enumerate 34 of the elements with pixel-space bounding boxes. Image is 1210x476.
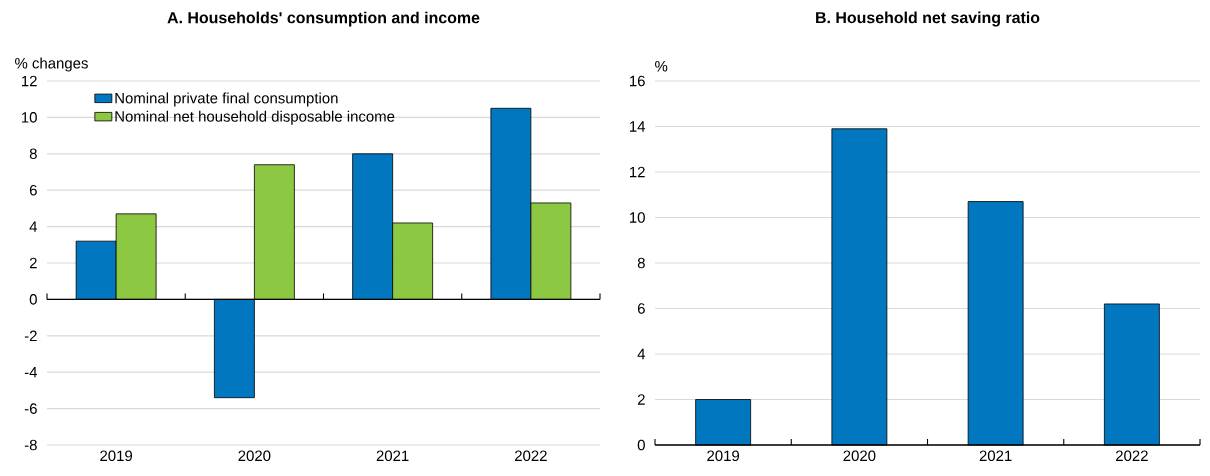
y-tick-label: 4 bbox=[637, 348, 646, 360]
y-axis-title: % bbox=[655, 61, 668, 72]
y-tick-label: -8 bbox=[24, 439, 37, 451]
x-tick-label: 2022 bbox=[515, 450, 547, 462]
x-tick-label: 2022 bbox=[1116, 450, 1148, 462]
y-tick-label: 6 bbox=[29, 184, 37, 196]
chart-title: A. Households' consumption and income bbox=[167, 11, 480, 27]
chart-title: B. Household net saving ratio bbox=[816, 11, 1040, 27]
x-tick-label: 2020 bbox=[843, 450, 876, 462]
y-tick-label: 10 bbox=[22, 112, 37, 123]
y-tick-label: 16 bbox=[630, 75, 645, 87]
y-tick-label: 0 bbox=[29, 294, 37, 305]
y-tick-label: 6 bbox=[637, 303, 645, 314]
x-tick-label: 2019 bbox=[707, 450, 740, 462]
y-tick-label: -2 bbox=[24, 330, 37, 342]
y-tick-label: 2 bbox=[637, 394, 645, 405]
y-tick-label: -4 bbox=[24, 367, 38, 378]
x-tick-label: 2020 bbox=[238, 450, 271, 462]
legend-label: Nominal net household disposable income bbox=[115, 110, 395, 125]
y-axis-title: % changes bbox=[15, 57, 88, 72]
y-tick-label: 14 bbox=[630, 121, 646, 132]
y-tick-label: 8 bbox=[29, 148, 37, 160]
legend-label: Nominal private final consumption bbox=[115, 92, 338, 107]
y-tick-label: -6 bbox=[24, 403, 37, 414]
x-tick-label: 2019 bbox=[100, 450, 133, 462]
y-tick-label: 2 bbox=[29, 257, 37, 269]
x-tick-label: 2021 bbox=[376, 450, 409, 462]
y-tick-label: 4 bbox=[29, 221, 38, 232]
y-tick-label: 12 bbox=[22, 75, 37, 87]
y-tick-label: 0 bbox=[637, 439, 645, 451]
y-tick-label: 8 bbox=[637, 257, 645, 269]
x-tick-label: 2021 bbox=[979, 450, 1012, 462]
y-tick-label: 10 bbox=[630, 212, 645, 223]
y-tick-label: 12 bbox=[630, 166, 645, 178]
